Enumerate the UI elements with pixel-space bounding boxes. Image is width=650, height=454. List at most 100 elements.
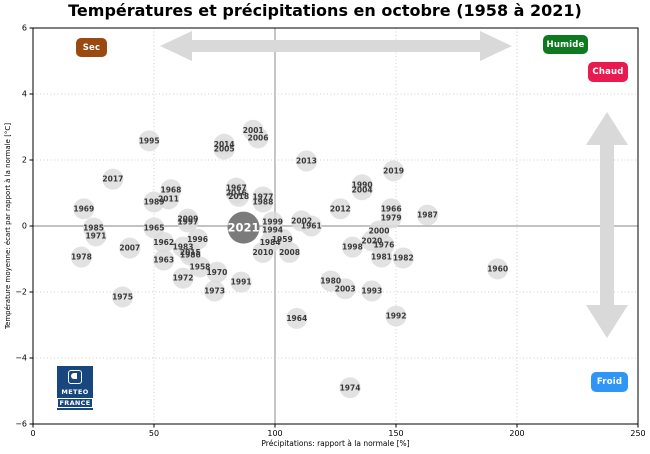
y-tick-label: 2 bbox=[22, 156, 27, 165]
y-axis-title: Température moyenne: écart par rapport à… bbox=[4, 123, 12, 330]
data-point-label-1994: 1994 bbox=[262, 226, 283, 235]
data-point-label-1973: 1973 bbox=[204, 287, 225, 296]
data-point-2013 bbox=[295, 150, 317, 172]
data-point-2012 bbox=[329, 198, 351, 220]
x-tick-label: 100 bbox=[267, 429, 282, 438]
data-point-1991 bbox=[230, 271, 252, 293]
data-point-label-1987: 1987 bbox=[417, 211, 438, 220]
y-tick-label: −4 bbox=[15, 354, 27, 363]
data-point-label-2014: 2014 bbox=[214, 140, 235, 149]
meteo-france-logo: METEO FRANCE bbox=[56, 366, 94, 410]
data-point-label-1969: 1969 bbox=[73, 204, 94, 213]
data-point-label-1986: 1986 bbox=[180, 251, 201, 260]
data-point-2017 bbox=[102, 168, 124, 190]
data-point-label-1975: 1975 bbox=[112, 293, 133, 302]
data-point-label-2012: 2012 bbox=[330, 204, 351, 213]
data-point-label-1972: 1972 bbox=[173, 274, 194, 283]
data-point-label-1988: 1988 bbox=[252, 198, 273, 207]
data-point-1974 bbox=[339, 377, 361, 399]
data-point-1975 bbox=[112, 286, 134, 308]
data-point-label-1985: 1985 bbox=[83, 224, 104, 233]
data-point-label-1968: 1968 bbox=[161, 185, 182, 194]
data-point-label-1998: 1998 bbox=[342, 243, 363, 252]
data-point-label-1976: 1976 bbox=[373, 241, 394, 250]
data-point-label-2021: 2021 bbox=[228, 221, 260, 235]
data-point-2011 bbox=[158, 188, 180, 210]
data-point-label-1960: 1960 bbox=[487, 265, 508, 274]
data-point-label-1971: 1971 bbox=[85, 232, 106, 241]
data-point-2014 bbox=[213, 133, 235, 155]
x-tick-label: 200 bbox=[509, 429, 524, 438]
data-point-2019 bbox=[383, 160, 405, 182]
data-point-label-2016: 2016 bbox=[226, 189, 247, 198]
chart-title: Températures et précipitations en octobr… bbox=[68, 1, 582, 20]
data-point-label-1970: 1970 bbox=[206, 268, 227, 277]
data-point-1963 bbox=[153, 249, 175, 271]
data-point-label-2020: 2020 bbox=[361, 236, 382, 245]
data-point-1993 bbox=[361, 280, 383, 302]
x-tick-label: 50 bbox=[149, 429, 159, 438]
double-arrow-horizontal-icon bbox=[160, 31, 512, 61]
axes-layer: 0 50 100 150 200 250 6 4 2 0 −2 −4 −6 Précipitations:… bbox=[4, 24, 646, 449]
data-point-1992 bbox=[385, 305, 407, 327]
data-point-label-2007: 2007 bbox=[119, 244, 140, 253]
double-arrow-vertical-icon bbox=[586, 112, 628, 338]
data-point-2008 bbox=[279, 241, 301, 263]
data-point-label-1974: 1974 bbox=[340, 383, 361, 392]
data-point-2006 bbox=[247, 127, 269, 149]
data-point-label-1989: 1989 bbox=[144, 198, 165, 207]
data-point-1969 bbox=[73, 198, 95, 220]
data-point-label-1990: 1990 bbox=[352, 180, 373, 189]
x-tick-label: 0 bbox=[30, 429, 35, 438]
data-point-label-2019: 2019 bbox=[383, 166, 404, 175]
data-point-label-1992: 1992 bbox=[386, 312, 407, 321]
data-point-label-1964: 1964 bbox=[286, 314, 307, 323]
data-point-label-2010: 2010 bbox=[252, 248, 273, 257]
data-point-2003 bbox=[334, 278, 356, 300]
y-tick-label: 6 bbox=[22, 24, 27, 33]
data-point-label-2006: 2006 bbox=[248, 133, 269, 142]
data-point-2004 bbox=[351, 179, 373, 201]
data-point-label-2002: 2002 bbox=[291, 217, 312, 226]
data-point-label-1979: 1979 bbox=[381, 214, 402, 223]
data-point-label-1961: 1961 bbox=[301, 222, 322, 231]
data-point-label-1963: 1963 bbox=[153, 256, 174, 265]
data-point-1972 bbox=[172, 267, 194, 289]
point-labels-layer: 1958 1959 1960 1961 1962 1963 1964 1965 1966 1967… bbox=[71, 126, 508, 392]
data-point-1995 bbox=[138, 130, 160, 152]
data-point-label-1978: 1978 bbox=[71, 253, 92, 262]
data-point-1982 bbox=[392, 247, 414, 269]
meteo-france-icon bbox=[68, 370, 82, 384]
badge-sec: Sec bbox=[76, 38, 107, 57]
data-point-1998 bbox=[341, 236, 363, 258]
data-point-label-1984: 1984 bbox=[260, 238, 281, 247]
data-point-label-2017: 2017 bbox=[102, 175, 123, 184]
data-point-1964 bbox=[286, 307, 308, 329]
data-point-label-2009: 2009 bbox=[177, 215, 198, 224]
data-point-1973 bbox=[204, 280, 225, 302]
data-point-label-2011: 2011 bbox=[158, 195, 179, 204]
data-point-label-1982: 1982 bbox=[393, 254, 414, 263]
data-point-label-2008: 2008 bbox=[279, 248, 300, 257]
data-point-label-2013: 2013 bbox=[296, 157, 317, 166]
data-point-1960 bbox=[487, 258, 509, 280]
data-point-2020 bbox=[361, 230, 383, 252]
data-point-1999 bbox=[262, 211, 284, 233]
y-tick-label: 4 bbox=[22, 90, 27, 99]
data-point-label-1981: 1981 bbox=[371, 253, 392, 262]
badge-chaud: Chaud bbox=[588, 62, 628, 82]
data-point-label-2005: 2005 bbox=[214, 145, 235, 154]
data-point-label-2015: 2015 bbox=[180, 248, 201, 257]
data-point-label-1977: 1977 bbox=[252, 193, 273, 202]
data-point-2018 bbox=[228, 185, 250, 207]
data-point-2002 bbox=[291, 210, 313, 232]
y-tick-label: −6 bbox=[15, 420, 27, 429]
data-point-1970 bbox=[206, 261, 228, 283]
data-point-1987 bbox=[416, 204, 438, 226]
y-tick-label: −2 bbox=[15, 288, 27, 297]
logo-text-meteo: METEO bbox=[61, 388, 89, 396]
points-layer bbox=[70, 119, 509, 399]
data-point-1965 bbox=[143, 217, 165, 239]
